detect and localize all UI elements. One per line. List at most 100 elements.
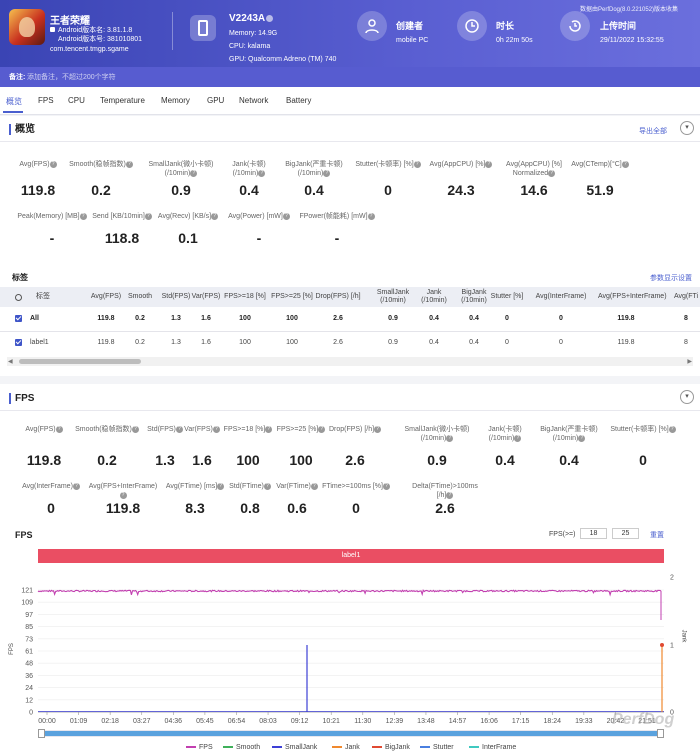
scroll-right-arrow[interactable]: ▶	[687, 359, 692, 365]
time-scrollbar-left-handle[interactable]	[38, 729, 45, 738]
help-icon[interactable]: ?	[119, 491, 127, 499]
help-icon[interactable]: ?	[514, 434, 522, 442]
reset-button[interactable]: 重置	[650, 532, 664, 539]
table-cell: label1	[30, 339, 49, 346]
fps-threshold-label: FPS(>=)	[549, 531, 576, 538]
collapse-overview-icon[interactable]: ▾	[680, 121, 694, 135]
fps-metric-label: Avg(InterFrame)?	[14, 482, 88, 491]
fps-metric-label: Jank(卡顿) (/10min)?	[488, 426, 522, 442]
help-icon[interactable]: ?	[668, 425, 676, 433]
collapse-fps-icon[interactable]: ▾	[680, 390, 694, 404]
scroll-left-arrow[interactable]: ◀	[8, 359, 13, 365]
table-row-divider	[0, 331, 700, 332]
help-icon[interactable]: ?	[49, 160, 57, 168]
column-settings-link[interactable]: 参数显示设置	[650, 275, 692, 282]
help-icon[interactable]: ?	[131, 425, 139, 433]
time-scrollbar[interactable]	[38, 729, 664, 738]
legend-item-smooth[interactable]: Smooth	[223, 744, 260, 751]
overview-metric-value: 119.8	[20, 182, 56, 198]
overview-metric-label: Avg(CTemp)[°C]?	[560, 160, 640, 169]
tab-network[interactable]: Network	[239, 96, 269, 105]
help-icon[interactable]: ?	[446, 434, 454, 442]
table-gear-icon[interactable]	[15, 294, 22, 301]
tab-battery[interactable]: Battery	[286, 96, 312, 105]
help-icon[interactable]: ?	[282, 212, 290, 220]
help-icon[interactable]: ?	[212, 425, 220, 433]
table-cell: 0.9	[388, 339, 398, 346]
overview-metric-label: Stutter(卡顿率) [%]?	[348, 160, 428, 169]
fps-threshold-input-2[interactable]: 25	[612, 528, 639, 539]
fps-metric-label: Var(FPS)?	[167, 425, 237, 434]
tab-temperature[interactable]: Temperature	[100, 96, 145, 105]
help-icon[interactable]: ?	[578, 434, 586, 442]
table-header-cell: Var(FPS)	[191, 293, 221, 300]
help-icon[interactable]: ?	[211, 212, 219, 220]
help-icon[interactable]: ?	[413, 160, 421, 168]
help-icon[interactable]: ?	[323, 169, 331, 177]
help-icon[interactable]: ?	[144, 212, 152, 220]
fps-metric-value: 1.6	[192, 452, 212, 468]
horizontal-scrollbar[interactable]: ◀ ▶	[7, 357, 693, 366]
scrollbar-thumb[interactable]	[19, 359, 141, 364]
help-icon[interactable]: ?	[382, 482, 390, 490]
legend-item-fps[interactable]: FPS	[186, 744, 213, 751]
table-header-cell: Avg(InterFrame)	[535, 293, 587, 300]
help-icon[interactable]: ?	[175, 425, 183, 433]
help-icon[interactable]: ?	[190, 169, 198, 177]
fps-metric-value: 0.2	[97, 452, 117, 468]
tab-gpu[interactable]: GPU	[207, 96, 225, 105]
help-icon[interactable]: ?	[79, 212, 87, 220]
help-icon[interactable]: ?	[621, 160, 629, 168]
help-icon[interactable]: ?	[310, 482, 318, 490]
fps-metric-value: 0	[47, 500, 55, 516]
table-cell: 100	[239, 339, 251, 346]
legend-item-interframe[interactable]: InterFrame	[469, 744, 516, 751]
overview-metric-label: Smooth(稳帧指数)?	[61, 160, 141, 169]
legend-item-smalljank[interactable]: SmallJank	[272, 744, 317, 751]
help-icon[interactable]: ?	[72, 482, 80, 490]
legend-swatch	[372, 746, 382, 749]
label-range-bar[interactable]: label1	[38, 549, 664, 563]
duration-label: 时长	[496, 21, 515, 31]
help-icon[interactable]: ?	[263, 482, 271, 490]
legend-item-stutter[interactable]: Stutter	[420, 744, 454, 751]
time-scrollbar-right-handle[interactable]	[657, 729, 664, 738]
fps-divider	[0, 410, 700, 411]
table-cell: All	[30, 315, 39, 322]
overview-metric-value: -	[256, 230, 262, 246]
legend-item-jank[interactable]: Jank	[332, 744, 360, 751]
tab-overview[interactable]: 概览	[6, 97, 22, 106]
overview-metric-value: 14.6	[520, 182, 548, 198]
help-icon[interactable]: ?	[258, 169, 266, 177]
help-icon[interactable]: ?	[265, 425, 273, 433]
help-icon[interactable]: ?	[367, 212, 375, 220]
label-table-header	[0, 287, 700, 307]
table-cell: 1.3	[171, 339, 181, 346]
fps-y-axis-label: FPS	[8, 643, 15, 655]
row-checkbox[interactable]	[15, 315, 22, 322]
row-checkbox[interactable]	[15, 339, 22, 346]
help-icon[interactable]: ?	[125, 160, 133, 168]
tab-fps[interactable]: FPS	[38, 96, 54, 105]
fps-metric-label: Delta(FTime)>100ms [/h]?	[412, 483, 478, 499]
help-icon[interactable]: ?	[485, 160, 493, 168]
help-icon[interactable]: ?	[217, 482, 225, 490]
help-icon[interactable]: ?	[446, 491, 454, 499]
time-scrollbar-range[interactable]	[43, 731, 659, 736]
tab-cpu[interactable]: CPU	[68, 96, 85, 105]
note-input[interactable]: 添加备注，不超过200个字符	[27, 74, 116, 81]
help-icon[interactable]: ?	[318, 425, 326, 433]
fps-metric-value: 119.8	[26, 452, 62, 468]
fps-threshold-input-1[interactable]: 18	[580, 528, 607, 539]
help-icon[interactable]: ?	[374, 425, 382, 433]
help-icon[interactable]: ?	[55, 425, 63, 433]
device-memory: Memory: 14.9G	[229, 30, 278, 37]
legend-item-bigjank[interactable]: BigJank	[372, 744, 410, 751]
legend-label: BigJank	[385, 744, 410, 751]
overview-metric-label: Peak(Memory) [MB]?	[12, 212, 92, 221]
export-all-link[interactable]: 导出全部	[639, 128, 667, 135]
fps-metric-value: 8.3	[185, 500, 205, 516]
help-icon[interactable]: ?	[548, 169, 556, 177]
tab-memory[interactable]: Memory	[161, 96, 190, 105]
table-header-cell: 标签	[36, 293, 50, 300]
